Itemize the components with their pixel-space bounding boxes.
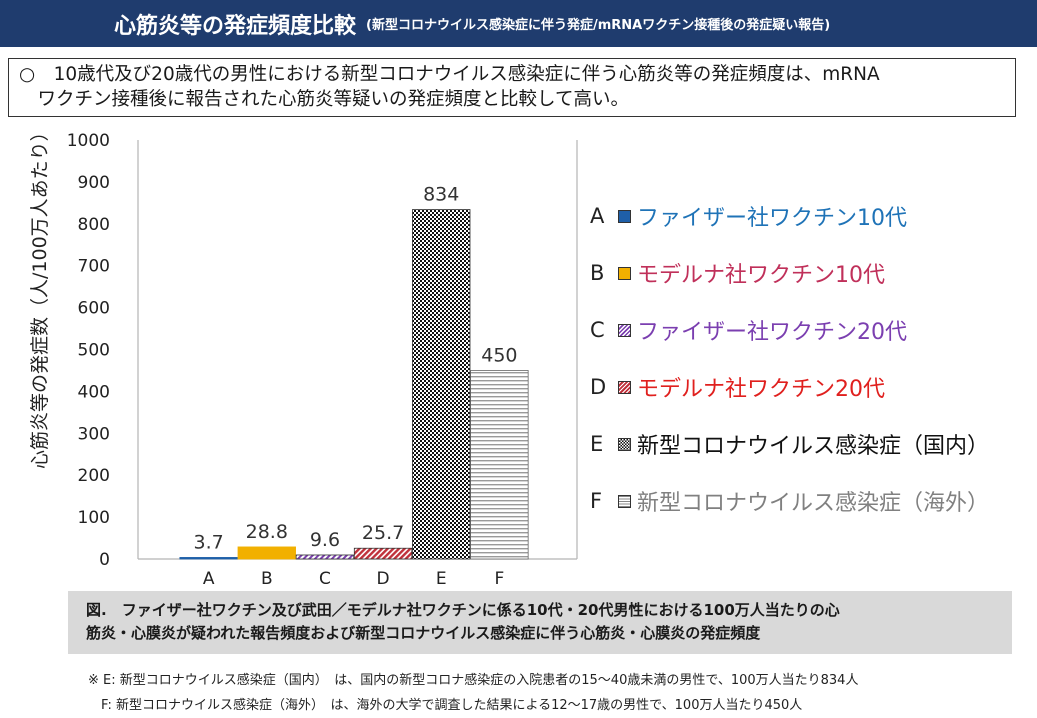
x-tick-label-B: B [261, 569, 273, 589]
legend-label: モデルナ社ワクチン20代 [637, 377, 885, 402]
value-label-D: 25.7 [362, 522, 404, 544]
value-label-A: 3.7 [194, 531, 224, 553]
bar-chart: 心筋炎等の発症数（人/100万人あたり） 0 100 200 300 400 500 600… [29, 122, 578, 589]
x-tick-label-A: A [203, 569, 215, 589]
legend-swatch [618, 323, 631, 337]
legend-item-E: E 新型コロナウイルス感染症（国内） [590, 428, 989, 460]
bar-E [412, 209, 471, 560]
x-tick-label-F: F [494, 569, 504, 589]
legend-letter: C [590, 318, 605, 342]
y-tick-label: 200 [78, 466, 110, 486]
y-tick-label: 0 [99, 550, 110, 570]
page-title: 心筋炎等の発症頻度比較 [114, 13, 357, 39]
value-label-C: 9.6 [310, 529, 340, 551]
y-tick-label: 400 [78, 382, 110, 402]
legend-label: ファイザー社ワクチン10代 [637, 206, 907, 231]
value-label-F: 450 [481, 344, 517, 366]
figure-caption: 図. ファイザー社ワクチン及び武田／モデルナ社ワクチンに係る10代・20代男性に… [68, 591, 1012, 654]
legend-label: ファイザー社ワクチン20代 [637, 320, 907, 345]
y-tick-label: 900 [78, 173, 110, 193]
legend-item-A: A ファイザー社ワクチン10代 [590, 200, 907, 232]
legend-letter: B [590, 261, 605, 285]
legend-label: 新型コロナウイルス感染症（国内） [637, 434, 990, 459]
legend-letter: F [590, 489, 603, 513]
x-tick-label-D: D [377, 569, 390, 589]
legend-swatch [618, 209, 631, 223]
value-label-E: 834 [423, 184, 459, 206]
summary-box: ○ 10歳代及び20歳代の男性における新型コロナウイルス感染症に伴う心筋炎等の発… [8, 58, 1016, 117]
legend-item-C: C ファイザー社ワクチン20代 [590, 314, 907, 346]
caption-line-2: 筋炎・心膜炎が疑われた報告頻度および新型コロナウイルス感染症に伴う心筋炎・心膜炎… [86, 624, 761, 642]
y-tick-label: 1000 [67, 131, 110, 151]
legend-swatch [618, 266, 631, 280]
title-bar: 心筋炎等の発症頻度比較 (新型コロナウイルス感染症に伴う発症/mRNAワクチン接… [0, 0, 1037, 47]
caption-line-1: 図. ファイザー社ワクチン及び武田／モデルナ社ワクチンに係る10代・20代男性に… [86, 601, 840, 619]
x-axis-ticks: A B C D E F [203, 569, 504, 589]
value-label-B: 28.8 [246, 521, 288, 543]
bar-C [295, 554, 355, 560]
bar-B [237, 546, 296, 560]
legend-letter: D [590, 375, 607, 399]
legend-letter: A [590, 204, 605, 228]
y-tick-label: 600 [78, 299, 110, 319]
legend-swatch [618, 494, 631, 508]
y-tick-label: 300 [78, 424, 110, 444]
legend-label: 新型コロナウイルス感染症（海外） [637, 491, 990, 516]
y-tick-label: 700 [78, 257, 110, 277]
y-tick-label: 800 [78, 215, 110, 235]
x-tick-label-C: C [319, 569, 331, 589]
bar-A [179, 557, 238, 560]
legend-swatch [618, 437, 631, 451]
summary-line-1: ○ 10歳代及び20歳代の男性における新型コロナウイルス感染症に伴う心筋炎等の発… [19, 64, 880, 85]
bar-F [470, 370, 529, 560]
y-tick-label: 500 [78, 341, 110, 361]
value-labels: 3.7 28.8 9.6 25.7 834 450 [194, 184, 518, 554]
y-tick-label: 100 [78, 508, 110, 528]
y-axis-label: 心筋炎等の発症数（人/100万人あたり） [29, 122, 51, 469]
legend-item-D: D モデルナ社ワクチン20代 [590, 371, 885, 403]
note-line-2: F: 新型コロナウイルス感染症（海外） は、海外の大学で調査した結果による12～… [88, 698, 803, 713]
page-subtitle: (新型コロナウイルス感染症に伴う発症/mRNAワクチン接種後の発症疑い報告) [366, 18, 831, 33]
legend-item-F: F 新型コロナウイルス感染症（海外） [590, 485, 989, 517]
summary-line-2: ワクチン接種後に報告された心筋炎等疑いの発症頻度と比較して高い。 [19, 89, 629, 110]
y-axis-ticks: 0 100 200 300 400 500 600 700 800 900 1000 [67, 131, 110, 570]
bars [179, 209, 529, 560]
legend-swatch [618, 380, 631, 394]
legend-letter: E [590, 432, 604, 456]
bar-D [353, 547, 413, 560]
legend-label: モデルナ社ワクチン10代 [637, 263, 885, 288]
note-line-1: ※ E: 新型コロナウイルス感染症（国内） は、国内の新型コロナ感染症の入院患者… [88, 673, 859, 688]
x-tick-label-E: E [436, 569, 447, 589]
legend-item-B: B モデルナ社ワクチン10代 [590, 257, 885, 289]
